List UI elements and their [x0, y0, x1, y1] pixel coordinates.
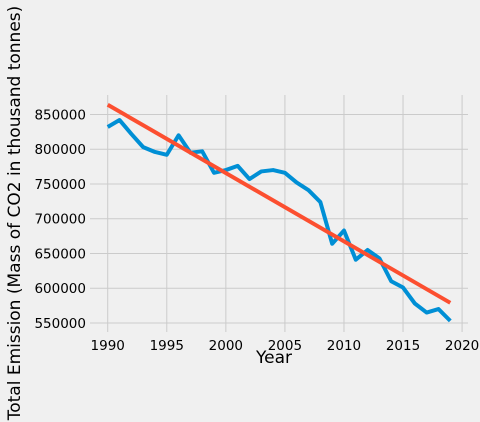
y-tick-label: 750000 — [34, 177, 86, 193]
grid-lines — [90, 95, 468, 332]
y-tick-label: 600000 — [34, 281, 86, 297]
x-tick-label: 1995 — [150, 338, 184, 354]
series-lines — [106, 102, 452, 323]
x-tick-label: 2005 — [268, 338, 302, 354]
y-tick-label: 550000 — [34, 316, 86, 332]
x-tick-label: 2015 — [386, 338, 420, 354]
y-tick-label: 700000 — [34, 212, 86, 228]
x-tick-label: 2020 — [445, 338, 479, 354]
x-tick-labels: 1990 1995 2000 2005 2010 2015 2020 — [91, 338, 480, 354]
x-tick-label: 2000 — [209, 338, 243, 354]
emission-series-line — [106, 118, 452, 323]
y-tick-label: 800000 — [34, 142, 86, 158]
y-tick-label: 850000 — [34, 107, 86, 123]
y-tick-labels: 550000 600000 650000 700000 750000 800000 8500… — [34, 107, 86, 332]
trend-line — [106, 102, 452, 305]
x-tick-label: 1990 — [91, 338, 125, 354]
x-axis-label: Year — [255, 348, 292, 368]
y-axis-label: Total Emission (Mass of CO2 in thousand … — [5, 6, 25, 422]
x-tick-label: 2010 — [327, 338, 361, 354]
y-tick-label: 650000 — [34, 246, 86, 262]
